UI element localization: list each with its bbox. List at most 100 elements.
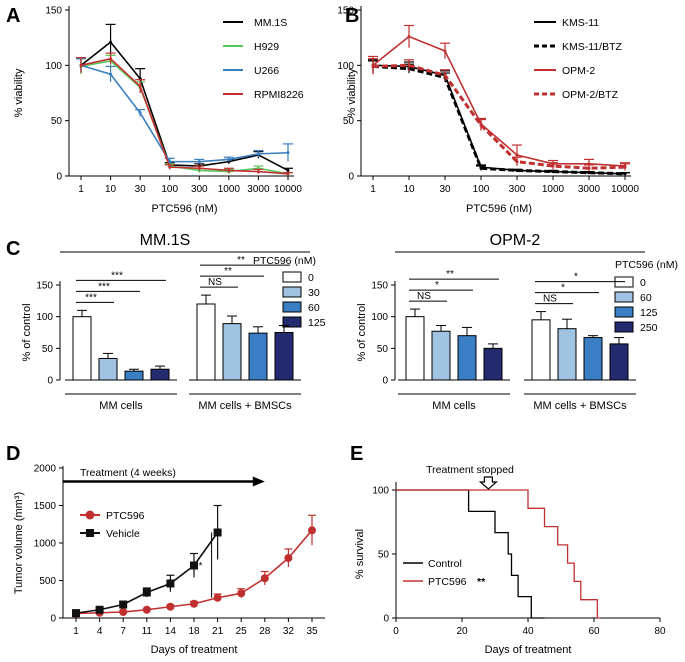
c-mm1s-group-label-1: MM cells + BMSCs [198, 400, 292, 412]
legend-a-label-0: MM.1S [254, 17, 287, 29]
a-series-0-point-7 [286, 168, 290, 172]
legend-d: PTC596 Vehicle [80, 510, 145, 540]
d-series-0-point-10 [308, 526, 316, 535]
b-xtick-label-3: 100 [473, 184, 490, 195]
legend-d-label-0: PTC596 [106, 510, 145, 522]
c-opm2-sig-label-2: ** [446, 269, 454, 280]
a-series-3-point-6 [256, 170, 260, 174]
d-ytick-label-3: 1500 [34, 501, 57, 512]
d-series-0-point-3 [142, 605, 151, 614]
panel-letter-a: A [6, 5, 20, 27]
a-series-2-point-3 [168, 160, 172, 164]
d-treatment-arrow-head [252, 476, 265, 487]
a-xlabel: PTC596 (nM) [151, 203, 217, 215]
c-mm1s-sig-label-4: ** [224, 266, 232, 277]
legend-a-label-1: H929 [254, 41, 279, 53]
d-series-1-point-0 [72, 609, 80, 618]
d-xtick-label-9: 32 [283, 626, 295, 637]
legend-d-marker-0 [85, 510, 95, 520]
a-ytick-label-2: 100 [45, 61, 62, 72]
legend-b-label-0: KMS-11 [562, 17, 599, 29]
c-opm2-sig-label-3: NS [543, 294, 557, 305]
c-opm2-bar-1-2 [583, 337, 603, 381]
legend-c-mm1s-label-0: 0 [308, 272, 314, 284]
b-series-0-line [372, 64, 626, 175]
legend-c-opm2-label-3: 250 [640, 322, 658, 334]
a-series-3-point-0 [79, 63, 83, 67]
c-mm1s-bar-1-0 [196, 303, 216, 381]
d-series-1-point-1 [95, 605, 104, 614]
b-xtick-label-6: 3000 [578, 184, 601, 195]
a-ytick-label-1: 50 [51, 116, 63, 127]
d-series-1-point-6 [213, 528, 222, 537]
a-series-2-point-6 [256, 152, 260, 156]
a-series-2-point-7 [286, 151, 290, 155]
c-mm1s-ytick-label-3: 150 [36, 281, 53, 292]
b-series-3-point-3 [479, 123, 483, 127]
a-series-3-point-4 [197, 166, 201, 170]
e-series-0-curve [396, 489, 545, 619]
a-series-3-point-3 [168, 165, 172, 169]
legend-c-mm1s-swatch-2 [282, 301, 302, 313]
legend-c-mm1s-label-2: 60 [308, 302, 320, 314]
c-opm2-sig-label-5: * [574, 272, 578, 283]
panel-letter-b: B [345, 5, 359, 27]
a-series-0-line [80, 40, 289, 172]
a-xtick-label-0: 1 [78, 184, 84, 195]
b-series-3-point-2 [443, 73, 447, 77]
c-mm1s-bar-0-0 [72, 316, 92, 381]
d-series-1-point-5 [190, 561, 198, 570]
b-series-3-point-6 [587, 166, 591, 170]
e-xtick-label-3: 60 [588, 626, 600, 637]
c-mm1s-sig-label-0: *** [85, 292, 97, 303]
c-opm2-group-label-1: MM cells + BMSCs [533, 400, 627, 412]
d-series-0-point-5 [190, 599, 198, 608]
c-mm1s-bar-1-3 [274, 332, 294, 381]
b-series-3-point-7 [623, 165, 627, 169]
e-annotation: Treatment stopped [426, 464, 514, 476]
d-ytick-label-0: 0 [50, 614, 56, 625]
legend-c-mm1s-title: PTC596 (nM) [253, 255, 316, 267]
c-mm1s-ytick-label-2: 100 [36, 312, 53, 323]
a-series-3-line [80, 57, 289, 175]
c-mm1s-ylabel: % of control [21, 303, 33, 361]
b-series-2-point-1 [407, 35, 411, 39]
legend-a-label-3: RPMI8226 [254, 89, 304, 101]
d-ylabel: Tumor volume (mm³) [13, 492, 25, 594]
a-series-3-point-5 [227, 168, 231, 172]
d-sig-label: * [199, 561, 203, 572]
legend-c-opm2-label-2: 125 [640, 307, 658, 319]
a-ytick-label-3: 150 [45, 6, 62, 17]
legend-c-mm1s-label-1: 30 [308, 287, 320, 299]
legend-e-sig: ** [477, 576, 486, 588]
legend-c-mm1s: PTC596 (nM) 0 30 60 125 [253, 255, 326, 329]
legend-c-mm1s-label-3: 125 [308, 317, 326, 329]
c-opm2-ylabel: % of control [356, 303, 368, 361]
d-series-0-point-6 [213, 593, 222, 602]
c-title-mm1s: MM.1S [140, 232, 191, 249]
e-xtick-label-0: 0 [393, 626, 399, 637]
c-opm2-ytick-label-3: 150 [371, 281, 388, 292]
b-ytick-label-3: 150 [337, 6, 354, 17]
legend-c-opm2-label-0: 0 [640, 277, 646, 289]
legend-d-marker-1 [86, 529, 94, 537]
a-ylabel: % viability [13, 68, 25, 117]
legend-c-opm2: PTC596 (nM) 0 60 125 250 [614, 259, 678, 334]
a-series-2-point-4 [197, 160, 201, 164]
b-series-3-point-1 [407, 63, 411, 67]
c-mm1s-group-label-0: MM cells [99, 400, 143, 412]
panel-letter-d: D [6, 443, 20, 465]
legend-d-label-1: Vehicle [106, 528, 140, 540]
d-xtick-label-0: 1 [73, 626, 79, 637]
legend-e-label-0: Control [428, 558, 462, 570]
c-opm2-ytick-label-2: 100 [371, 312, 388, 323]
b-series-2-point-2 [443, 49, 447, 53]
e-xtick-label-2: 40 [522, 626, 534, 637]
c-opm2-ytick-label-1: 50 [377, 344, 389, 355]
b-series-1-point-3 [479, 166, 483, 170]
c-opm2-group-label-0: MM cells [432, 400, 476, 412]
e-ytick-label-1: 50 [378, 550, 390, 561]
c-title-opm2: OPM-2 [490, 232, 541, 249]
e-series-1-curve [396, 489, 601, 619]
